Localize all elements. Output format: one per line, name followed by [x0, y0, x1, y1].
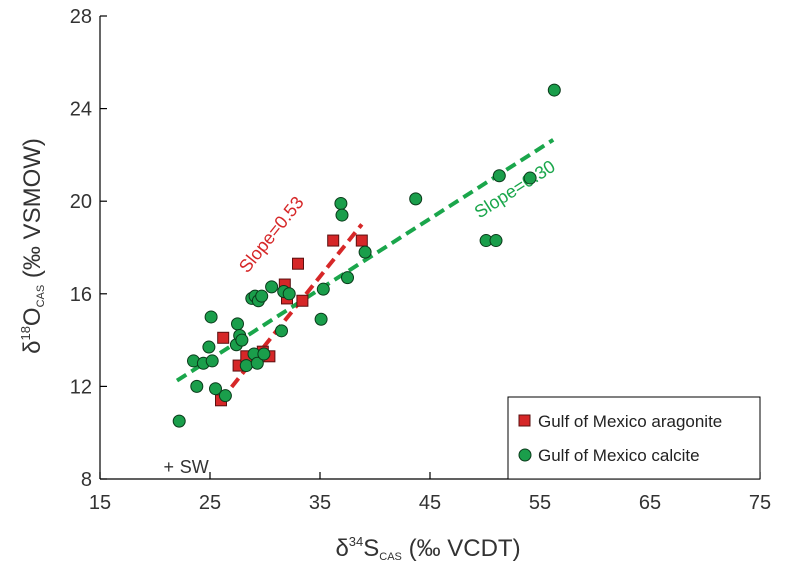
calcite-point — [316, 282, 330, 296]
calcite-point — [250, 356, 264, 370]
legend: Gulf of Mexico aragonite Gulf of Mexico … — [507, 396, 761, 480]
x-axis-title: δ34SCAS (‰ VCDT) — [335, 534, 520, 563]
aragonite-point — [217, 331, 230, 344]
legend-aragonite-marker — [518, 414, 531, 427]
data-points — [172, 83, 561, 428]
calcite-point — [209, 382, 222, 396]
x-tick-label: 75 — [749, 492, 771, 514]
x-tick-label: 35 — [309, 492, 331, 514]
legend-aragonite-label: Gulf of Mexico aragonite — [538, 412, 722, 431]
x-tick-label: 15 — [89, 492, 111, 514]
calcite-point — [492, 169, 506, 183]
calcite-point — [282, 287, 296, 301]
calcite-point — [265, 280, 279, 294]
legend-calcite-marker — [518, 448, 532, 462]
sw-plus-marker: + — [164, 457, 175, 477]
aragonite-point — [296, 294, 309, 307]
y-tick-label: 16 — [70, 284, 92, 306]
aragonite-point — [355, 234, 368, 247]
y-tick-label: 28 — [70, 6, 92, 28]
calcite-point — [190, 379, 204, 393]
legend-box — [507, 396, 761, 480]
y-tick-label: 8 — [81, 469, 92, 491]
calcite-point — [231, 317, 244, 331]
sw-label: SW — [180, 457, 209, 477]
calcite-point — [547, 83, 561, 97]
calcite-point — [334, 197, 348, 211]
aragonite-point — [327, 234, 340, 247]
x-tick-label: 65 — [639, 492, 661, 514]
calcite-point — [205, 354, 219, 368]
axes: 15 25 35 45 55 65 75 8 12 16 20 24 28 — [70, 6, 771, 514]
calcite-point — [172, 414, 186, 428]
y-tick-label: 24 — [70, 99, 92, 121]
calcite-point — [255, 289, 269, 303]
calcite-point — [218, 389, 232, 403]
calcite-point — [358, 245, 372, 259]
aragonite-point — [292, 257, 304, 270]
aragonite-trendline — [219, 223, 364, 402]
calcite-point — [275, 324, 288, 338]
y-axis-title: δ18OCAS (‰ VSMOW) — [18, 138, 47, 354]
x-tick-label: 55 — [529, 492, 551, 514]
calcite-point — [523, 171, 537, 185]
calcite-point — [341, 271, 354, 285]
calcite-point — [204, 310, 218, 324]
legend-calcite-label: Gulf of Mexico calcite — [538, 446, 700, 465]
x-tick-label: 25 — [199, 492, 221, 514]
y-tick-label: 20 — [70, 191, 92, 213]
calcite-point — [335, 208, 349, 222]
x-tick-label: 45 — [419, 492, 441, 514]
calcite-point — [409, 192, 423, 206]
annotations: + SW — [164, 457, 209, 477]
calcite-point — [235, 333, 249, 347]
y-tick-label: 12 — [70, 376, 92, 398]
calcite-point — [314, 312, 328, 326]
calcite-point — [489, 234, 503, 248]
calcite-point — [202, 340, 216, 354]
calcite-point — [257, 347, 271, 361]
calcite-point — [239, 359, 253, 373]
